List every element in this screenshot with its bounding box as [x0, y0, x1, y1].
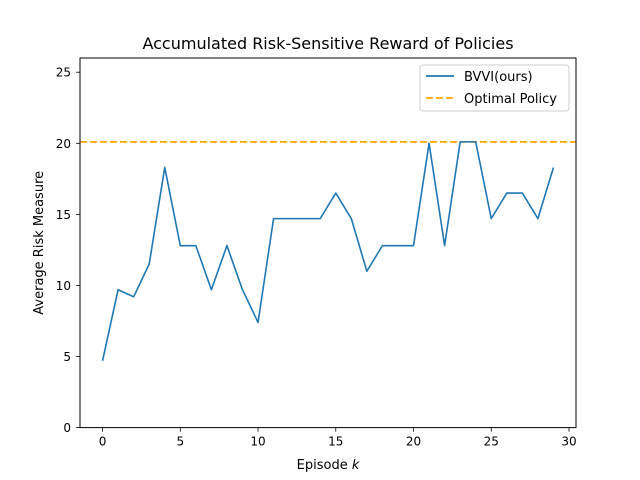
bvvi-data-point	[444, 245, 446, 247]
bvvi-data-point	[210, 289, 212, 291]
y-tick-label: 10	[56, 279, 71, 293]
chart-title: Accumulated Risk-Sensitive Reward of Pol…	[142, 34, 513, 53]
bvvi-data-point	[459, 141, 461, 143]
bvvi-data-point	[335, 192, 337, 194]
bvvi-data-point	[102, 360, 104, 362]
bvvi-data-point	[179, 245, 181, 247]
bvvi-data-point	[319, 218, 321, 220]
x-axis-label-text: Episode	[297, 458, 352, 473]
axes-frame	[79, 57, 577, 429]
bvvi-data-point	[148, 263, 150, 265]
y-axis-label: Average Risk Measure	[32, 171, 47, 315]
x-tick-label: 0	[99, 435, 107, 449]
bvvi-data-point	[381, 245, 383, 247]
x-tick-label: 20	[406, 435, 421, 449]
bvvi-data-point	[397, 245, 399, 247]
x-axis-label: Episode k	[297, 458, 360, 473]
plot-area	[80, 140, 576, 362]
bvvi-data-point	[133, 296, 135, 298]
bvvi-data-point	[506, 192, 508, 194]
bvvi-data-point	[257, 321, 259, 323]
legend-box	[419, 64, 570, 112]
bvvi-data-point	[366, 270, 368, 272]
bvvi-data-point	[226, 245, 228, 247]
bvvi-data-point	[428, 142, 430, 144]
bvvi-data-point	[273, 218, 275, 220]
bvvi-data-point	[164, 166, 166, 168]
bvvi-data-point	[241, 289, 243, 291]
bvvi-data-point	[537, 218, 539, 220]
bvvi-data-point	[350, 218, 352, 220]
x-tick-label: 25	[484, 435, 499, 449]
legend-label-bvvi: BVVI(ours)	[464, 70, 533, 85]
legend: BVVI(ours) Optimal Policy	[419, 64, 570, 112]
x-axis: 0 5 10 15 20 25 30	[99, 427, 577, 449]
x-tick-label: 5	[176, 435, 184, 449]
bvvi-series-line	[101, 141, 555, 361]
x-tick-label: 10	[250, 435, 265, 449]
y-tick-label: 15	[56, 208, 71, 222]
bvvi-data-point	[475, 141, 477, 143]
bvvi-data-point	[304, 218, 306, 220]
bvvi-data-point	[195, 245, 197, 247]
x-axis-label-variable: k	[352, 458, 360, 473]
x-tick-label: 15	[328, 435, 343, 449]
y-tick-label: 0	[63, 421, 71, 435]
x-tick-label: 30	[561, 435, 576, 449]
bvvi-data-point	[117, 289, 119, 291]
bvvi-data-point	[521, 192, 523, 194]
y-tick-label: 25	[56, 66, 71, 80]
y-tick-label: 20	[56, 137, 71, 151]
y-tick-label: 5	[63, 350, 71, 364]
bvvi-data-point	[490, 218, 492, 220]
bvvi-data-point	[288, 218, 290, 220]
y-axis: 0 5 10 15 20 25	[56, 66, 80, 435]
legend-label-optimal-policy: Optimal Policy	[464, 92, 557, 107]
bvvi-data-point	[413, 245, 415, 247]
bvvi-data-point	[552, 166, 554, 168]
